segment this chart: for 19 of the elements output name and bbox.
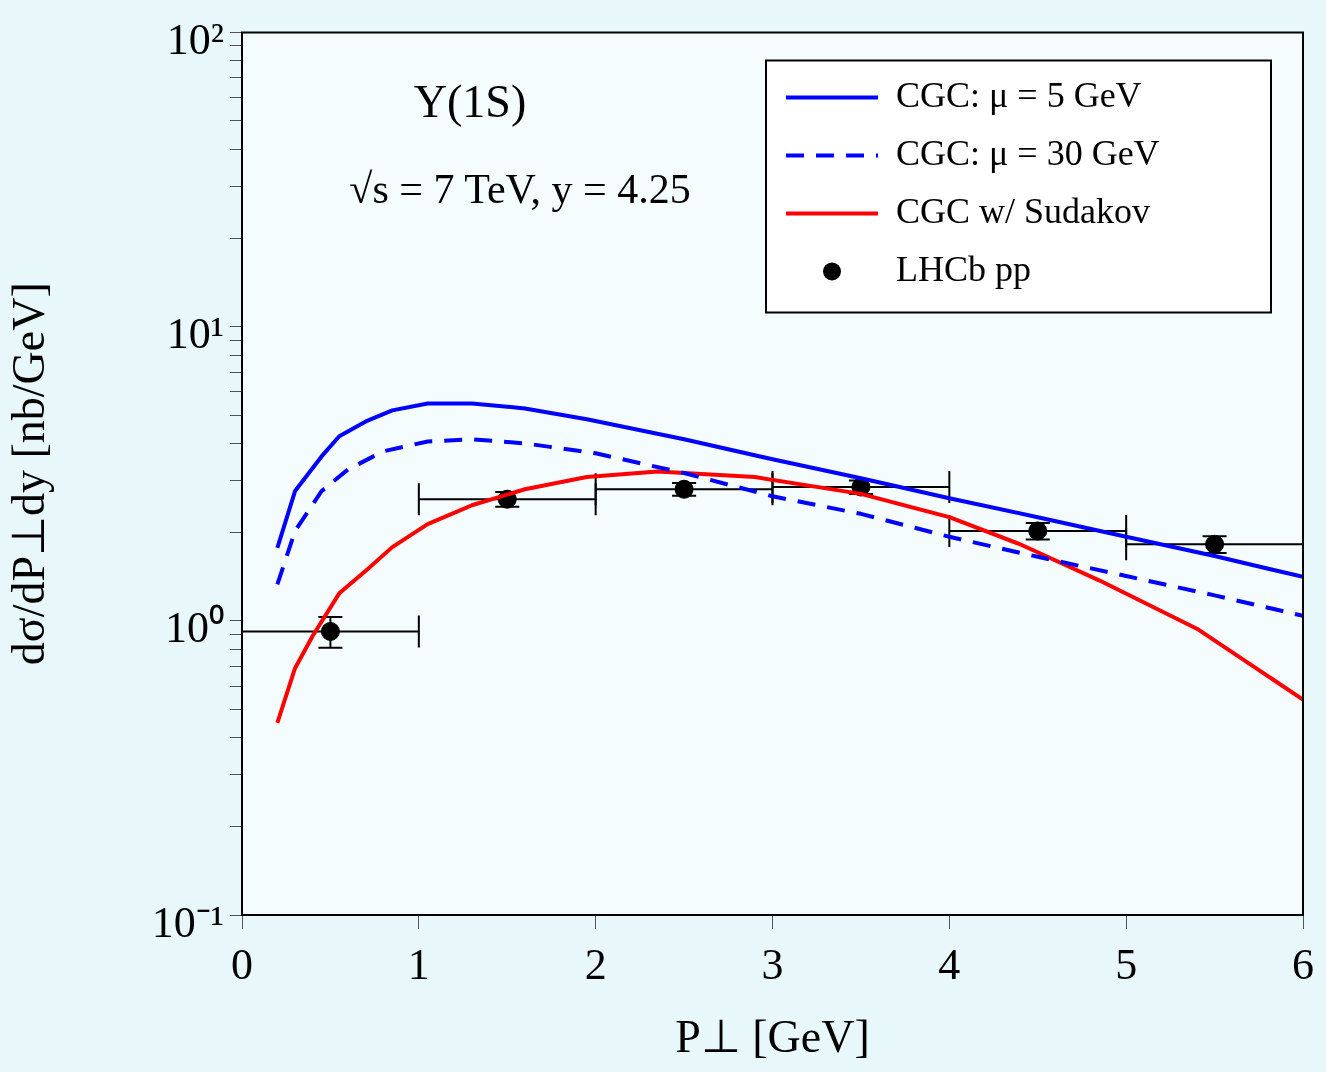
- x-axis-title: P⊥ [GeV]: [675, 1011, 870, 1063]
- annotation: Υ(1S): [413, 76, 527, 128]
- y-tick-label: 10²: [166, 14, 224, 64]
- x-tick-label: 3: [761, 939, 784, 989]
- legend-label: LHCb pp: [896, 248, 1031, 289]
- y-tick-label: 10⁰: [165, 603, 224, 653]
- x-tick-label: 4: [938, 939, 961, 989]
- y-axis-title: dσ/dP⊥dy [nb/GeV]: [2, 282, 54, 666]
- y-tick-label: 10⁻¹: [151, 897, 224, 947]
- x-tick-label: 1: [407, 939, 430, 989]
- legend-label: CGC: μ = 5 GeV: [896, 74, 1142, 115]
- y-tick-label: 10¹: [166, 309, 224, 359]
- legend-label: CGC w/ Sudakov: [896, 190, 1151, 231]
- x-tick-label: 2: [584, 939, 607, 989]
- x-tick-label: 5: [1115, 939, 1138, 989]
- x-tick-label: 0: [231, 939, 253, 989]
- x-tick-label: 6: [1292, 939, 1314, 989]
- legend-label: CGC: μ = 30 GeV: [896, 132, 1160, 173]
- annotation: √s = 7 TeV, y = 4.25: [349, 166, 691, 213]
